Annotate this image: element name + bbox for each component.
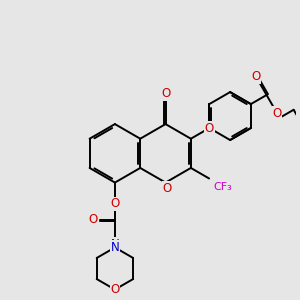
Text: O: O xyxy=(89,213,98,226)
Text: O: O xyxy=(110,197,119,210)
Text: O: O xyxy=(110,283,119,296)
Text: N: N xyxy=(110,241,119,254)
Text: CF₃: CF₃ xyxy=(214,182,232,191)
Text: O: O xyxy=(162,182,172,195)
Text: O: O xyxy=(205,122,214,134)
Text: N: N xyxy=(110,238,119,251)
Text: O: O xyxy=(251,70,261,83)
Text: O: O xyxy=(272,107,282,120)
Text: O: O xyxy=(161,87,170,100)
